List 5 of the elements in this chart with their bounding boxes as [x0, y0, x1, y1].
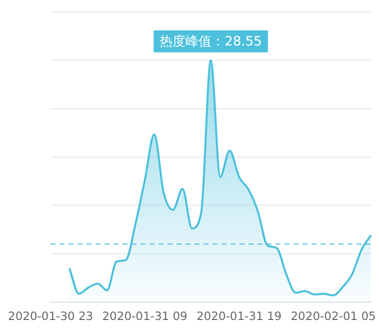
- x-tick-label: 2020-01-31 09: [102, 309, 188, 324]
- x-tick-label: 2020-01-30 23: [8, 309, 94, 324]
- x-tick-label: 2020-01-31 19: [196, 309, 282, 324]
- x-tick-label: 2020-02-01 05: [290, 309, 376, 324]
- text: 热度峰值：28.55: [160, 34, 262, 50]
